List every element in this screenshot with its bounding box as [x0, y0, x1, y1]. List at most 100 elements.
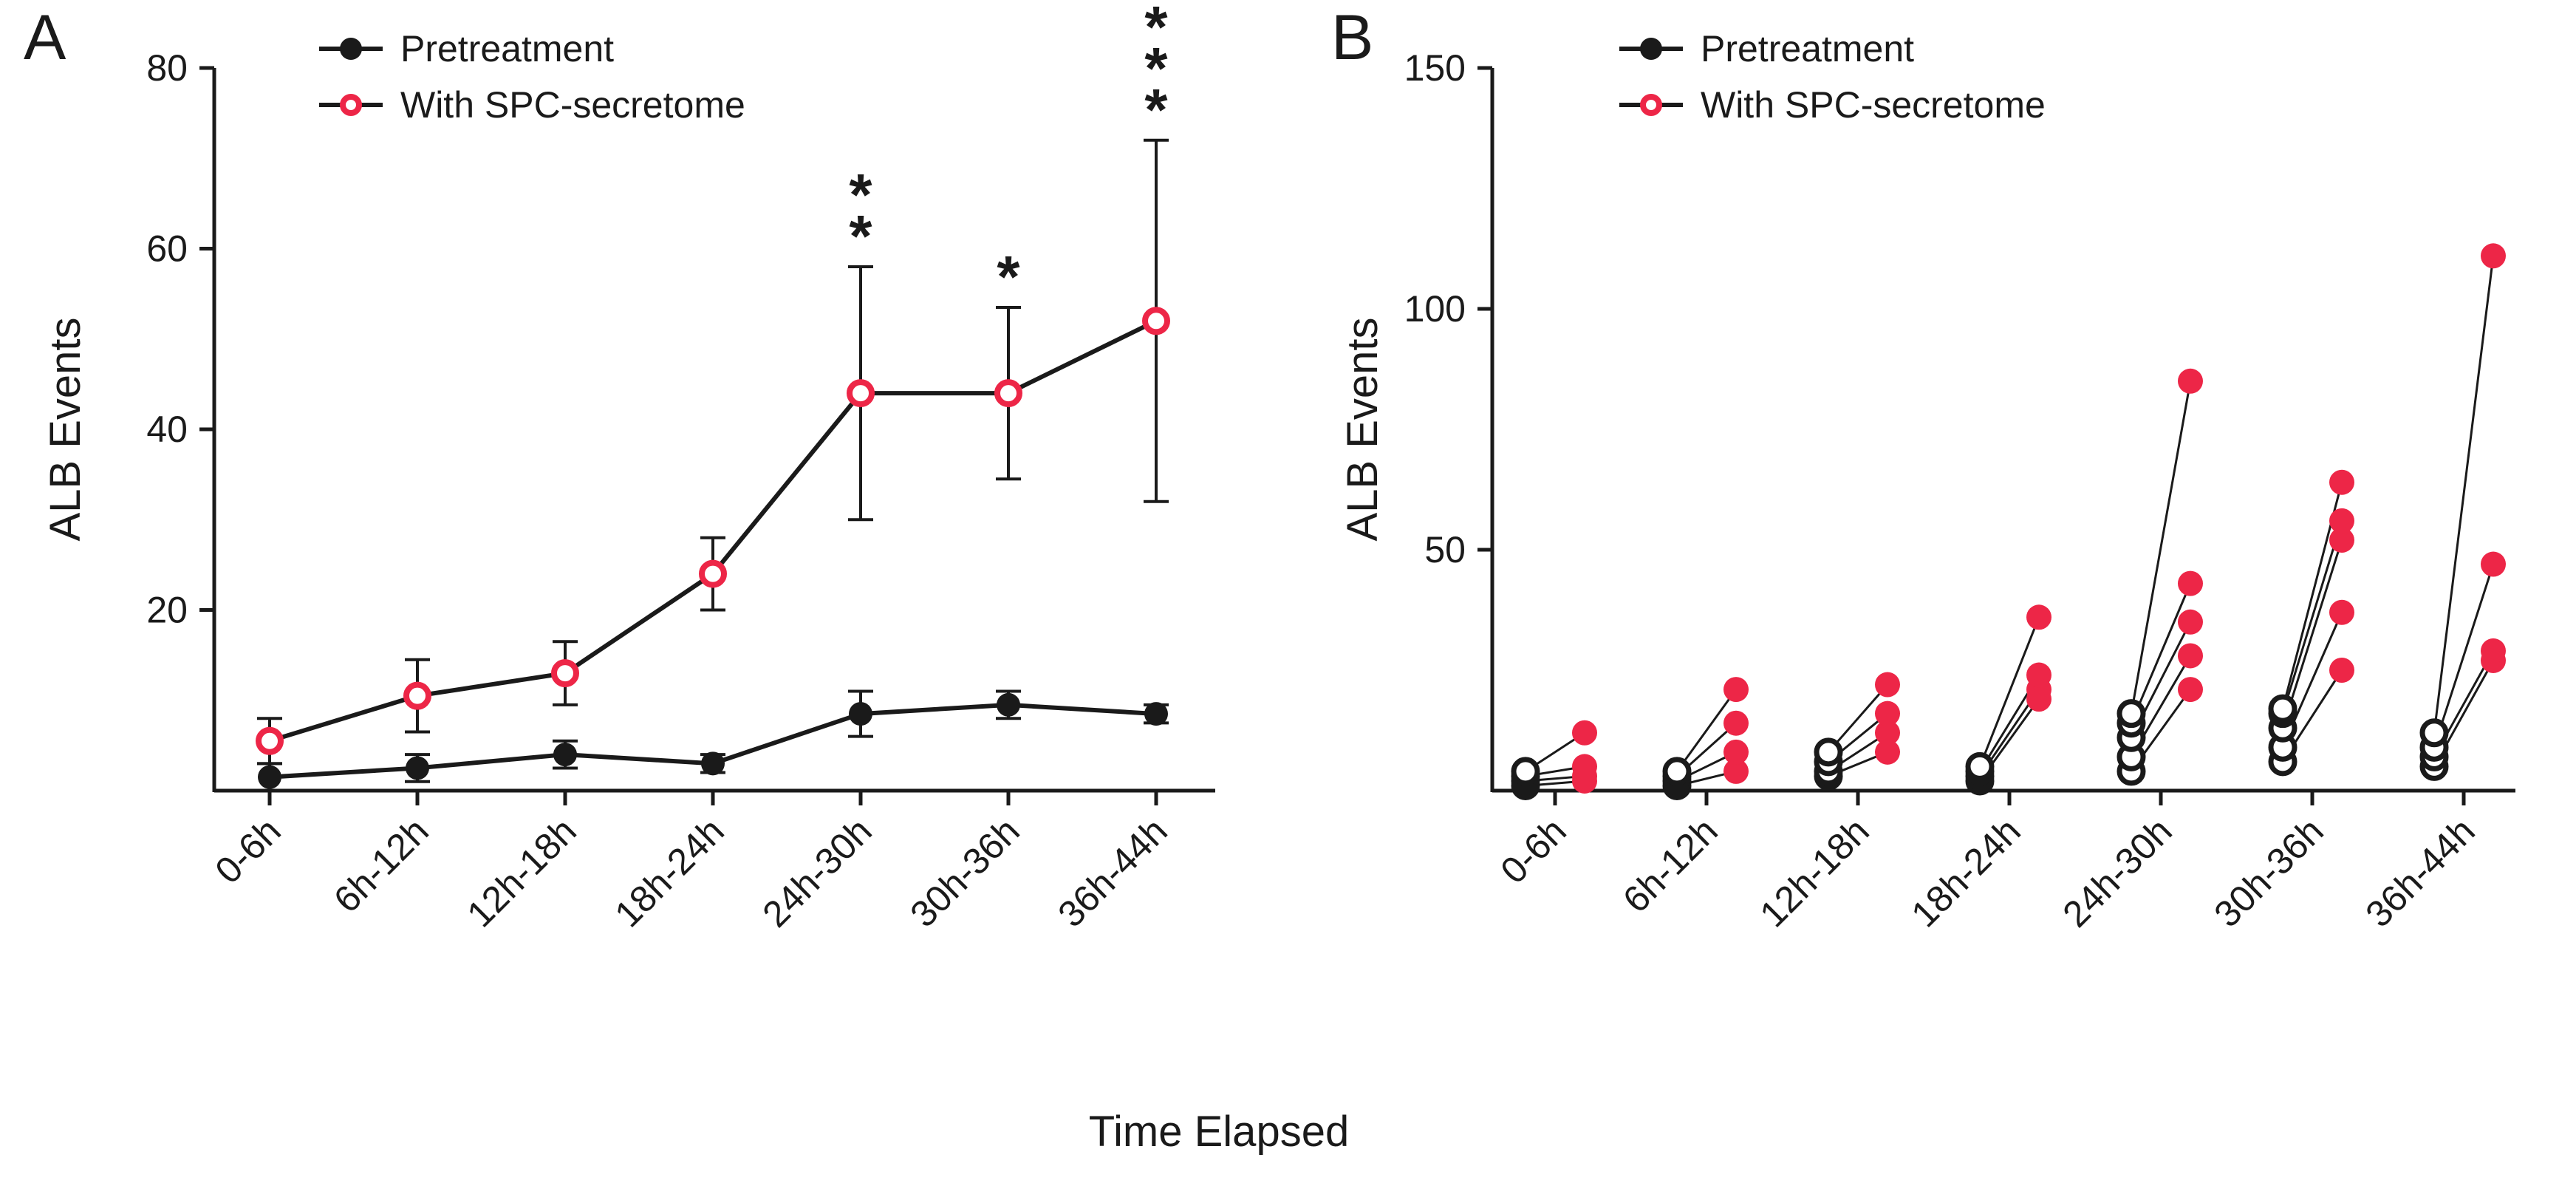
secretome-marker-icon — [319, 92, 383, 118]
panel-a-chart: ALB Events 20 40 60 80 0-6h 6h-12h 12h-18h 18h-… — [41, 0, 1215, 935]
pretreatment-marker-icon — [1619, 35, 1683, 62]
y-tick-label: 100 — [1404, 288, 1466, 330]
x-tick-label: 6h-12h — [1615, 810, 1726, 921]
y-axis-label: ALB Events — [41, 317, 89, 541]
x-tick-label: 36h-44h — [1050, 810, 1175, 935]
legend-item-secretome: With SPC-secretome — [1619, 83, 2046, 127]
x-tick-label: 24h-30h — [754, 810, 879, 935]
x-tick-label: 30h-36h — [902, 810, 1027, 935]
significance-star: * — [1144, 35, 1168, 101]
data-point-secretome — [2481, 551, 2506, 577]
pair-connector — [2130, 381, 2192, 714]
pair-connector — [2281, 520, 2343, 715]
data-point-pretreatment — [1662, 757, 1692, 786]
x-tick-label: 12h-18h — [459, 810, 584, 935]
x-tick-label: 18h-24h — [1903, 810, 2028, 935]
legend-item-secretome: With SPC-secretome — [319, 83, 745, 127]
data-point-secretome — [2178, 368, 2203, 394]
legend-label-pretreatment: Pretreatment — [400, 28, 615, 69]
data-point-secretome — [1723, 739, 1749, 765]
panel-a-label: A — [24, 2, 66, 73]
significance-star: * — [849, 162, 872, 228]
series-line-secretome — [269, 318, 1158, 743]
y-tick-label: 60 — [146, 228, 188, 270]
data-point-secretome — [256, 726, 284, 755]
pair-connector — [1978, 616, 2040, 767]
data-point-pretreatment — [1814, 737, 1843, 767]
pair-connector — [2281, 539, 2343, 729]
data-point-secretome — [1875, 720, 1900, 746]
pair-connector — [1827, 683, 1889, 753]
data-point-secretome — [2178, 643, 2203, 669]
y-tick-label: 80 — [146, 47, 188, 89]
secretome-marker-icon — [1619, 92, 1683, 118]
x-tick-label: 12h-18h — [1752, 810, 1876, 935]
pair-connector — [1675, 689, 1738, 772]
pair-connector — [2130, 583, 2192, 724]
data-point-secretome — [2481, 243, 2506, 269]
data-point-secretome — [1723, 710, 1749, 736]
pair-connector — [2433, 256, 2495, 733]
data-point-secretome — [403, 681, 431, 710]
data-point-secretome — [1875, 700, 1900, 726]
legend-item-pretreatment: Pretreatment — [319, 27, 745, 71]
data-point-secretome — [994, 379, 1022, 408]
x-axis-label: Time Elapsed — [1088, 1108, 1350, 1156]
data-point-secretome — [2178, 677, 2203, 703]
data-point-secretome — [2026, 662, 2051, 688]
x-tick-label: 30h-36h — [2206, 810, 2331, 935]
data-point-secretome — [551, 659, 579, 688]
legend-label-secretome: With SPC-secretome — [1701, 84, 2046, 126]
x-tick-label: 6h-12h — [326, 810, 437, 921]
significance-star: * — [1144, 0, 1168, 60]
data-point-secretome — [1875, 739, 1900, 765]
data-point-secretome — [2481, 638, 2506, 664]
y-tick-label: 40 — [146, 409, 188, 450]
panel-b-chart: ALB Events 50 100 150 0-6h 6h-12h 12h-18h 18h-… — [1339, 47, 2515, 935]
data-point-secretome — [2026, 604, 2051, 630]
data-point-secretome — [2329, 527, 2354, 553]
data-point-pretreatment — [849, 702, 872, 726]
legend-item-pretreatment: Pretreatment — [1619, 27, 2046, 71]
x-tick-label: 0-6h — [1492, 810, 1574, 891]
x-tick-label: 0-6h — [207, 810, 288, 891]
panel-a-legend: Pretreatment With SPC-secretome — [319, 27, 745, 127]
data-point-pretreatment — [701, 751, 725, 776]
panel-b-label: B — [1331, 2, 1374, 73]
data-point-secretome — [1572, 720, 1597, 746]
data-point-pretreatment — [997, 692, 1020, 717]
data-point-pretreatment — [2117, 699, 2146, 729]
data-point-pretreatment — [2419, 718, 2449, 748]
significance-star: * — [849, 203, 872, 269]
data-point-pretreatment — [1511, 757, 1540, 786]
pretreatment-marker-icon — [319, 35, 383, 62]
panel-b-legend: Pretreatment With SPC-secretome — [1619, 27, 2046, 127]
data-point-secretome — [847, 379, 875, 408]
pair-connector — [2433, 564, 2495, 748]
data-point-pretreatment — [1144, 702, 1168, 726]
data-point-pretreatment — [2268, 694, 2297, 723]
data-point-secretome — [2329, 469, 2354, 495]
data-point-pretreatment — [553, 743, 577, 767]
data-point-secretome — [2178, 609, 2203, 635]
data-point-secretome — [1723, 758, 1749, 784]
data-point-secretome — [699, 559, 727, 588]
data-point-secretome — [1142, 307, 1170, 335]
data-point-secretome — [1723, 677, 1749, 703]
data-point-secretome — [2178, 570, 2203, 596]
data-point-secretome — [2329, 658, 2354, 683]
y-tick-label: 150 — [1404, 47, 1466, 89]
data-point-secretome — [2329, 599, 2354, 625]
data-point-pretreatment — [406, 756, 429, 780]
data-point-pretreatment — [258, 765, 281, 789]
significance-star: * — [997, 244, 1020, 310]
significance-star: * — [1144, 77, 1168, 143]
data-point-secretome — [1875, 672, 1900, 698]
y-tick-label: 50 — [1424, 529, 1466, 570]
x-tick-label: 24h-30h — [2054, 810, 2179, 935]
data-point-pretreatment — [1965, 751, 1995, 781]
y-tick-label: 20 — [146, 590, 188, 631]
data-point-secretome — [2329, 508, 2354, 533]
legend-label-secretome: With SPC-secretome — [400, 84, 745, 126]
